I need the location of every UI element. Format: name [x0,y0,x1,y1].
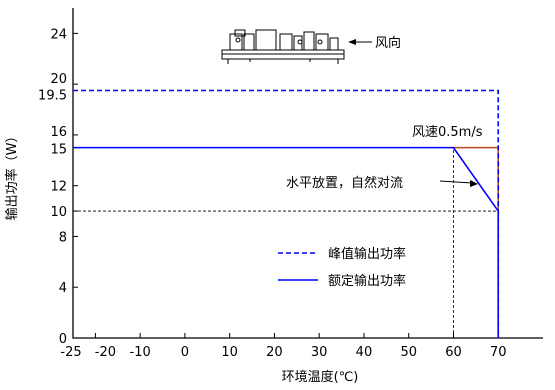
y-tick-label: 0 [59,332,67,347]
series-lines [73,89,500,338]
legend: 峰值输出功率 额定输出功率 [278,246,406,289]
wind-direction-label: 风向 [375,35,401,51]
reference-lines [73,147,499,338]
x-tick-label: 70 [490,345,507,360]
series-line-rated [73,146,500,338]
series-line-peak [73,89,500,338]
device-icon [221,29,345,64]
y-tick-label: 4 [59,281,67,296]
x-axis-label: 环境温度(℃) [282,369,359,385]
y-tick-label: 8 [59,230,67,245]
x-tick-label: 30 [311,345,328,360]
ticks: -25 -20 -10 0 10 20 30 40 50 60 70 0 4 8 10 12 15 16 19.5 2… [38,27,506,360]
y-axis-label: 输出功率（W） [4,130,20,221]
y-tick-label: 10 [50,205,67,220]
x-tick-label: -10 [130,345,151,360]
y-tick-label: 20 [50,72,67,87]
wind-speed-label: 风速0.5m/s [412,125,483,140]
legend-label-peak: 峰值输出功率 [328,246,406,262]
wind-arrow-icon [348,39,372,45]
y-tick-label: 24 [50,27,67,42]
y-tick-label: 12 [50,180,67,195]
placement-label: 水平放置，自然对流 [286,175,403,191]
x-tick-label: 0 [181,345,189,360]
x-tick-label: -25 [60,345,81,360]
x-tick-label: 20 [266,345,283,360]
y-tick-label: 15 [50,143,67,158]
x-tick-label: -20 [95,345,116,360]
x-tick-label: 60 [445,345,462,360]
y-tick-label: 16 [50,125,67,140]
y-tick-label: 19.5 [38,89,67,104]
x-tick-label: 50 [400,345,417,360]
x-tick-label: 40 [356,345,373,360]
legend-label-rated: 额定输出功率 [328,273,406,289]
placement-arrow-icon [439,180,478,187]
x-tick-label: 10 [221,345,238,360]
